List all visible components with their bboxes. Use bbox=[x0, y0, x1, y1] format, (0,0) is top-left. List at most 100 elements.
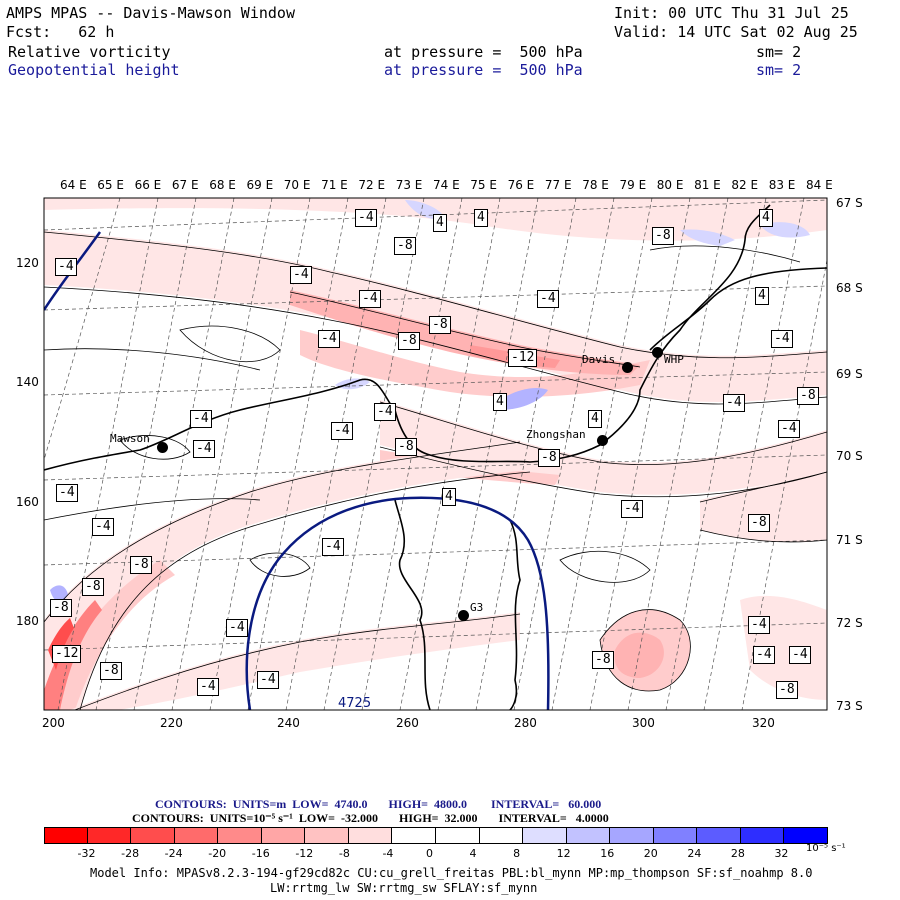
colorbar-segment bbox=[697, 827, 741, 844]
contour-value-label: -8 bbox=[429, 316, 451, 334]
contour-value-label: -4 bbox=[374, 403, 396, 421]
colorbar-segment bbox=[610, 827, 654, 844]
height-legend-line: CONTOURS: UNITS=m LOW= 4740.0 HIGH= 4800… bbox=[155, 797, 602, 811]
contour-value-label: -8 bbox=[748, 514, 770, 532]
colorbar-segment bbox=[392, 827, 436, 844]
colorbar-segment bbox=[436, 827, 480, 844]
longitude-label: 76 E bbox=[507, 178, 535, 192]
longitude-label: 68 E bbox=[209, 178, 236, 192]
contour-value-label: -4 bbox=[748, 616, 770, 634]
x-tick-label: 260 bbox=[396, 716, 419, 730]
field1-level: at pressure = 500 hPa bbox=[384, 43, 583, 61]
contour-value-label: 4 bbox=[493, 393, 507, 411]
longitude-label: 73 E bbox=[395, 178, 423, 192]
latitude-label: 72 S bbox=[836, 616, 863, 630]
station-dot bbox=[458, 610, 469, 621]
station-dot bbox=[622, 362, 633, 373]
latitude-label: 73 S bbox=[836, 699, 863, 713]
height-contour-label: 4725 bbox=[338, 696, 372, 711]
model-info-line2: LW:rrtmg_lw SW:rrtmg_sw SFLAY:sf_mynn bbox=[270, 881, 538, 895]
latitude-label: 68 S bbox=[836, 281, 863, 295]
contour-value-label: -8 bbox=[82, 578, 104, 596]
colorbar-units: 10⁻⁵ s⁻¹ bbox=[806, 843, 846, 854]
forecast-hour: Fcst: 62 h bbox=[6, 23, 115, 41]
contour-value-label: 4 bbox=[588, 410, 602, 428]
colorbar-segment bbox=[261, 827, 306, 844]
colorbar-tick-label: 24 bbox=[687, 847, 702, 860]
colorbar-tick-label: 8 bbox=[513, 847, 521, 860]
colorbar-tick-label: -32 bbox=[77, 847, 96, 860]
colorbar-segment bbox=[87, 827, 132, 844]
station-label: Zhongshan bbox=[526, 428, 586, 441]
latitude-label: 69 S bbox=[836, 367, 863, 381]
field1-smooth: sm= 2 bbox=[756, 43, 802, 61]
colorbar-tick-label: -12 bbox=[295, 847, 314, 860]
contour-value-label: -4 bbox=[226, 619, 248, 637]
contour-value-label: 4 bbox=[433, 214, 447, 232]
contour-value-label: -8 bbox=[652, 227, 674, 245]
colorbar-segment bbox=[174, 827, 219, 844]
field1-name: Relative vorticity bbox=[8, 43, 171, 61]
colorbar-tick-label: -16 bbox=[251, 847, 270, 860]
station-dot bbox=[597, 435, 608, 446]
x-tick-label: 320 bbox=[752, 716, 775, 730]
contour-value-label: -4 bbox=[193, 440, 215, 458]
colorbar-tick-label: -24 bbox=[164, 847, 183, 860]
contour-value-label: -4 bbox=[56, 484, 78, 502]
longitude-label: 72 E bbox=[358, 178, 386, 192]
station-label: WHP bbox=[664, 353, 684, 366]
station-label: G3 bbox=[470, 601, 484, 614]
contour-value-label: -4 bbox=[771, 330, 793, 348]
colorbar-tick-label: -28 bbox=[121, 847, 140, 860]
colorbar-segment bbox=[479, 827, 524, 844]
x-tick-label: 300 bbox=[632, 716, 655, 730]
coastline bbox=[44, 204, 827, 710]
longitude-label: 70 E bbox=[283, 178, 311, 192]
longitude-labels: 64 E 65 E 66 E 67 E 68 E 69 E 70 E 71 E 72 E 73 E… bbox=[60, 178, 833, 206]
colorbar-tick-label: 28 bbox=[730, 847, 745, 860]
contour-value-label: -4 bbox=[197, 678, 219, 696]
longitude-label: 66 E bbox=[134, 178, 162, 192]
y-tick-label: 180 bbox=[16, 614, 39, 628]
station-dot bbox=[157, 442, 168, 453]
x-tick-label: 280 bbox=[514, 716, 537, 730]
contour-value-label: -4 bbox=[318, 330, 340, 348]
contour-value-label: -8 bbox=[130, 556, 152, 574]
colorbar-labels: -32 -28 -24 -20 -16 -12 -8 -4 0 4 8 12 16 20 24 28 32 10⁻… bbox=[44, 843, 854, 861]
contour-value-label: -4 bbox=[257, 671, 279, 689]
x-tick-label: 240 bbox=[277, 716, 300, 730]
longitude-label: 83 E bbox=[768, 178, 796, 192]
graticule bbox=[44, 198, 827, 710]
model-info-line1: Model Info: MPASv8.2.3-194-gf29cd82c CU:… bbox=[90, 866, 813, 880]
vorticity-legend-line: CONTOURS: UNITS=10⁻⁵ s⁻¹ LOW= -32.000 HI… bbox=[132, 811, 609, 825]
contour-value-label: 4 bbox=[759, 209, 773, 227]
contour-value-label: -12 bbox=[52, 645, 82, 663]
longitude-label: 79 E bbox=[619, 178, 647, 192]
colorbar-segment bbox=[305, 827, 349, 844]
longitude-label: 71 E bbox=[321, 178, 348, 192]
colorbar-segment bbox=[740, 827, 785, 844]
colorbar bbox=[44, 827, 828, 844]
longitude-label: 75 E bbox=[470, 178, 497, 192]
longitude-label: 82 E bbox=[731, 178, 759, 192]
contour-value-label: 4 bbox=[474, 209, 488, 227]
contour-value-label: -8 bbox=[797, 387, 819, 405]
contour-value-label: -4 bbox=[322, 538, 344, 556]
colorbar-segment bbox=[653, 827, 698, 844]
station-label: Davis bbox=[582, 353, 616, 366]
contour-value-label: -8 bbox=[394, 237, 416, 255]
valid-time: Valid: 14 UTC Sat 02 Aug 25 bbox=[614, 23, 858, 41]
y-tick-label: 160 bbox=[16, 495, 39, 509]
y-tick-label: 120 bbox=[16, 256, 39, 270]
contour-value-label: -4 bbox=[753, 646, 775, 664]
longitude-label: 64 E bbox=[60, 178, 87, 192]
colorbar-tick-label: 4 bbox=[469, 847, 477, 860]
field2-level: at pressure = 500 hPa bbox=[384, 61, 583, 79]
colorbar-tick-label: 32 bbox=[774, 847, 789, 860]
contour-value-label: -8 bbox=[100, 662, 122, 680]
contour-value-label: -4 bbox=[789, 646, 811, 664]
contour-value-label: -8 bbox=[398, 332, 420, 350]
longitude-label: 74 E bbox=[433, 178, 460, 192]
vorticity-shading bbox=[44, 198, 827, 710]
